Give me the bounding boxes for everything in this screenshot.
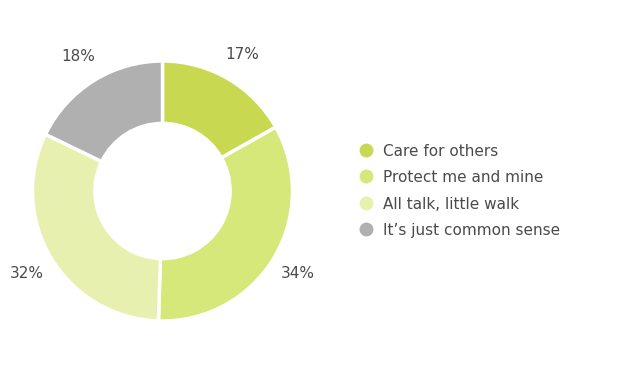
Wedge shape <box>46 61 162 162</box>
Text: 34%: 34% <box>281 265 315 281</box>
Wedge shape <box>32 134 161 321</box>
Text: 32%: 32% <box>10 265 44 281</box>
Wedge shape <box>162 61 276 158</box>
Wedge shape <box>159 127 292 321</box>
Text: 17%: 17% <box>226 47 259 62</box>
Legend: Care for others, Protect me and mine, All talk, little walk, It’s just common se: Care for others, Protect me and mine, Al… <box>359 144 560 238</box>
Text: 18%: 18% <box>61 49 95 64</box>
